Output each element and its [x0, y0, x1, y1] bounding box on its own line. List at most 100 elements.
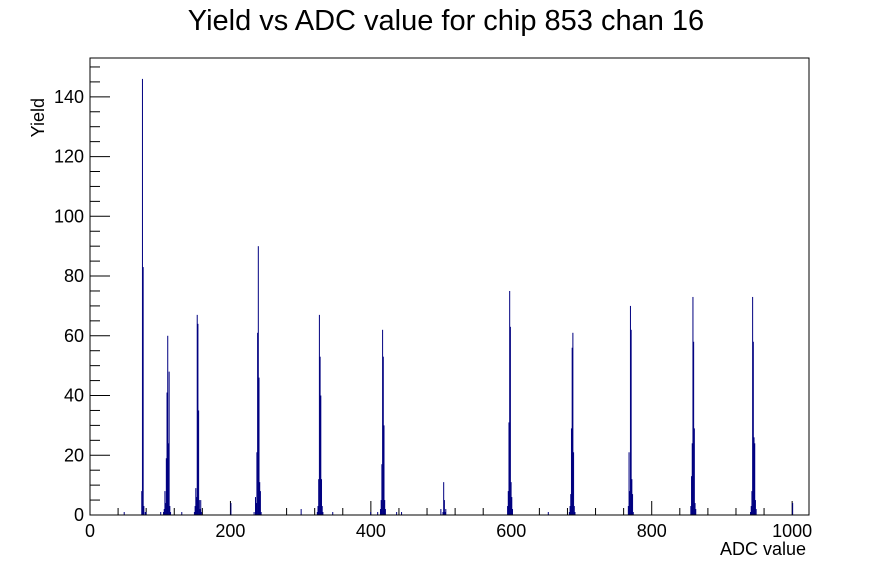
histogram-bar: [142, 267, 144, 515]
histogram-bar: [317, 506, 319, 515]
histogram-bar: [568, 512, 570, 515]
histogram-bar: [632, 494, 634, 515]
histogram-bar: [165, 503, 167, 515]
histogram-bar: [255, 503, 257, 515]
histogram-bar: [693, 428, 695, 515]
histogram-bar: [396, 512, 398, 515]
histogram-bar: [382, 356, 384, 515]
histogram-bar: [382, 329, 384, 515]
histogram-bar: [507, 491, 509, 515]
histogram-bar: [194, 506, 196, 515]
histogram-bar: [164, 491, 166, 515]
histogram-bar: [165, 458, 167, 515]
histogram-bar: [570, 494, 572, 515]
histogram-bar: [258, 377, 260, 515]
histogram-bar: [230, 503, 232, 515]
histogram-bar: [384, 500, 386, 515]
histogram-bar: [750, 512, 752, 515]
chart-title: Yield vs ADC value for chip 853 chan 16: [188, 5, 704, 37]
y-tick-label: 20: [64, 445, 84, 465]
histogram-bar: [401, 512, 403, 515]
histogram-bar: [445, 509, 447, 515]
histogram-bar: [752, 341, 754, 515]
histogram-bar: [144, 512, 146, 515]
histogram-bar: [508, 422, 510, 515]
histogram-bar: [443, 500, 445, 515]
histogram-bar: [259, 482, 261, 515]
histogram-bar: [632, 512, 634, 515]
histogram-bar: [300, 509, 302, 515]
histogram-bar: [753, 437, 755, 515]
histogram-bar: [200, 512, 202, 515]
histogram-bar: [629, 305, 631, 515]
histogram-bar: [321, 479, 323, 515]
histogram-bar: [754, 443, 756, 515]
histogram-bar: [754, 500, 756, 515]
histogram-bar: [196, 314, 198, 515]
y-tick-label: 120: [54, 147, 84, 167]
histogram-bar: [168, 371, 170, 515]
histogram-bar: [691, 476, 693, 515]
histogram-bars: [123, 78, 794, 516]
histogram-bar: [752, 296, 754, 515]
histogram-bar: [318, 314, 320, 515]
x-tick-label: 600: [496, 521, 526, 541]
histogram-bar: [547, 512, 549, 515]
histogram-bar: [755, 509, 757, 515]
histogram-bar: [257, 246, 259, 516]
histogram-bar: [443, 482, 445, 515]
histogram-bar: [181, 512, 183, 515]
histogram-bar: [379, 509, 381, 515]
histogram-bar: [750, 506, 752, 515]
histogram-bar: [318, 479, 320, 515]
histogram-bar: [573, 506, 575, 515]
histogram-bar: [145, 512, 147, 515]
x-axis-label: ADC value: [720, 539, 806, 559]
histogram-bar: [511, 497, 513, 515]
histogram-bar: [572, 332, 574, 515]
histogram-bar: [442, 512, 444, 515]
histogram-bar: [751, 491, 753, 515]
histogram-bar: [570, 428, 572, 515]
histogram-bar: [170, 512, 172, 515]
histogram-bar: [569, 506, 571, 515]
histogram-bar: [509, 290, 511, 515]
histogram-bar: [143, 506, 145, 515]
histogram-bar: [332, 512, 334, 515]
histogram-bar: [198, 410, 200, 515]
histogram-bar: [169, 506, 171, 515]
histogram-bar: [257, 332, 259, 515]
histogram-bar: [691, 443, 693, 515]
histogram-bar: [629, 491, 631, 515]
histogram-bar: [507, 506, 509, 515]
histogram-bar: [571, 347, 573, 515]
histogram-bar: [630, 329, 632, 515]
histogram-bar: [193, 512, 195, 515]
histogram-bar: [260, 512, 262, 515]
histogram-bar: [163, 509, 165, 515]
y-tick-label: 80: [64, 266, 84, 286]
tick-labels: 0 200 400 600 800 1000 0 20 40 60 80 100 120 140: [54, 87, 812, 541]
histogram-bar: [692, 296, 694, 515]
y-tick-label: 60: [64, 326, 84, 346]
histogram-bar: [167, 443, 169, 515]
histogram-bar: [384, 509, 386, 515]
histogram-bar: [444, 512, 446, 515]
x-tick-label: 0: [85, 521, 95, 541]
histogram-bar: [141, 491, 143, 515]
histogram-bar: [196, 497, 198, 515]
axis-ticks: [89, 66, 793, 516]
histogram-bar: [509, 326, 511, 515]
histogram-bar: [255, 497, 257, 515]
histogram-bar: [631, 479, 633, 515]
histogram-bar: [253, 512, 255, 515]
histogram-bar: [628, 452, 630, 515]
histogram-bar: [195, 488, 197, 515]
histogram-bar: [690, 506, 692, 515]
x-tick-label: 800: [637, 521, 667, 541]
histogram-bar: [381, 464, 383, 515]
histogram-bar: [627, 506, 629, 515]
histogram-bar: [163, 512, 165, 515]
histogram-bar: [316, 512, 318, 515]
